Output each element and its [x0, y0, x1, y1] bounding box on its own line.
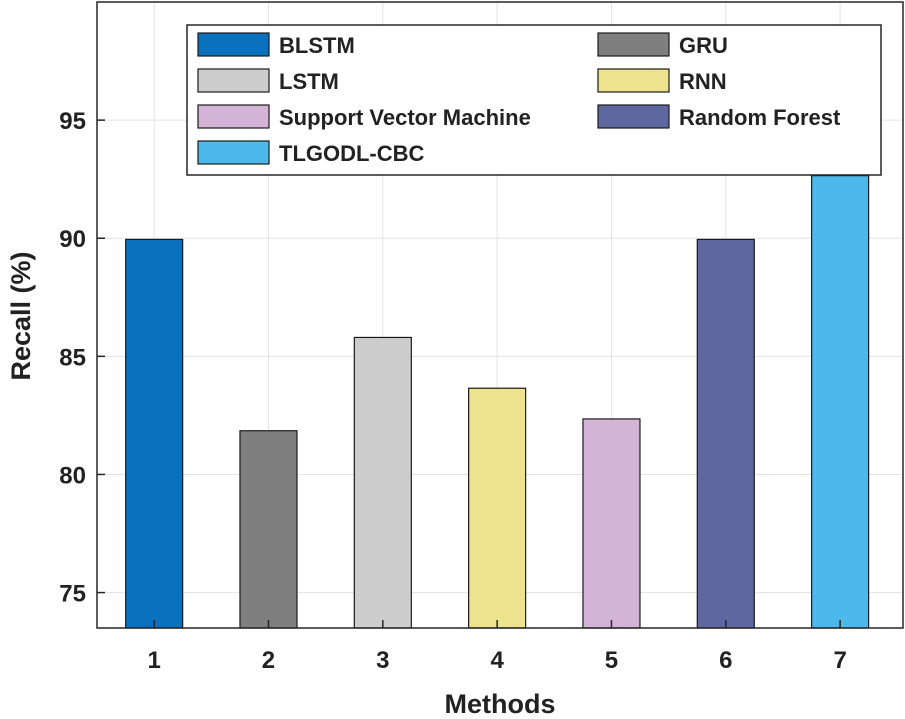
legend-label: Random Forest	[679, 105, 841, 130]
legend-swatch	[597, 32, 670, 57]
legend-swatch	[597, 68, 670, 93]
bar-5	[582, 418, 641, 629]
bars	[125, 175, 870, 629]
x-axis-ticks: 1 2 3 4 5 6 7	[147, 620, 847, 674]
y-tick-label: 85	[59, 344, 86, 371]
y-tick-label: 75	[59, 581, 86, 608]
legend-label: TLGODL-CBC	[279, 141, 425, 166]
legend-box	[186, 24, 882, 176]
legend-swatch	[197, 104, 270, 129]
x-axis-title: Methods	[445, 689, 556, 719]
bar-2	[239, 430, 298, 629]
y-tick-label: 90	[59, 226, 86, 253]
legend-label: LSTM	[279, 69, 339, 94]
legend-swatch	[197, 140, 270, 165]
x-tick-label: 7	[833, 647, 846, 674]
legend-label: RNN	[679, 69, 727, 94]
legend: BLSTM GRU LSTM RNN Support Vector Machine Ran…	[186, 24, 882, 176]
x-tick-label: 6	[719, 647, 732, 674]
x-tick-label: 2	[262, 647, 275, 674]
y-tick-label: 95	[59, 108, 86, 135]
x-tick-label: 5	[605, 647, 618, 674]
plot-frame	[96, 1, 904, 629]
x-tick-label: 3	[376, 647, 389, 674]
bar-1	[125, 238, 184, 629]
y-axis-ticks: 75 80 85 90 95	[59, 108, 105, 608]
bar-6	[696, 238, 755, 629]
legend-swatch	[197, 32, 270, 57]
legend-swatch	[197, 68, 270, 93]
bar-4	[468, 387, 527, 629]
bar-7	[811, 175, 870, 629]
legend-swatch	[597, 104, 670, 129]
legend-label: BLSTM	[279, 33, 355, 58]
bar-3	[353, 336, 412, 629]
x-tick-label: 4	[490, 647, 504, 674]
legend-label: GRU	[679, 33, 728, 58]
y-axis-title: Recall (%)	[6, 251, 36, 380]
y-tick-label: 80	[59, 462, 86, 489]
legend-label: Support Vector Machine	[279, 105, 531, 130]
x-tick-label: 1	[147, 647, 160, 674]
